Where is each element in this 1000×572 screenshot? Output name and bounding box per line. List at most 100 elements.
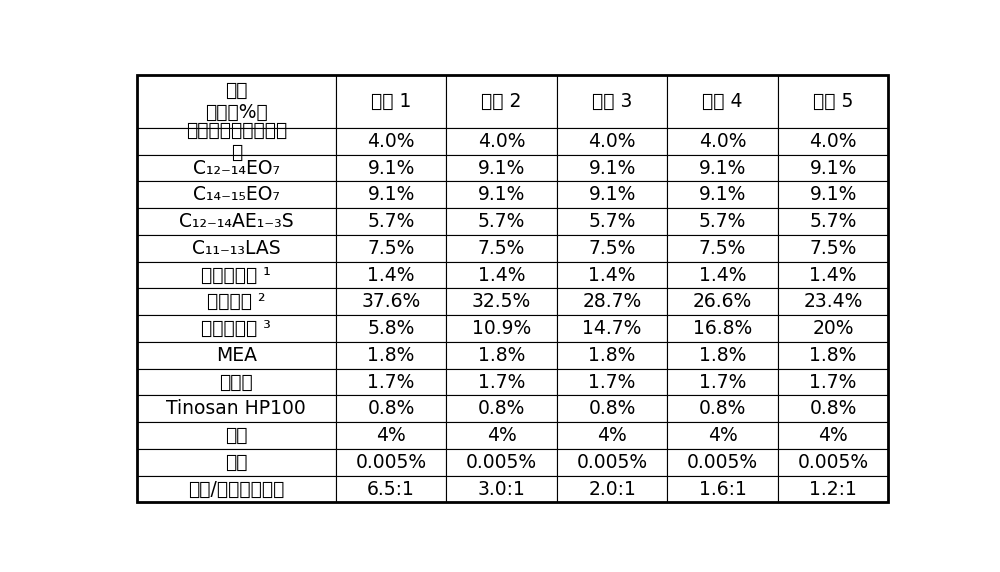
Bar <box>446 235 557 261</box>
Bar <box>137 208 336 235</box>
Text: 28.7%: 28.7% <box>582 292 642 311</box>
Text: 4%: 4% <box>376 426 406 445</box>
Text: 1.8%: 1.8% <box>478 346 525 365</box>
Bar <box>667 315 778 342</box>
Text: 1.7%: 1.7% <box>588 372 636 392</box>
Bar <box>557 342 667 369</box>
Text: 1.2:1: 1.2:1 <box>809 479 857 499</box>
Text: 4.0%: 4.0% <box>478 132 525 151</box>
Bar <box>778 235 888 261</box>
Bar <box>446 261 557 288</box>
Text: 0.005%: 0.005% <box>577 453 648 472</box>
Bar <box>336 315 446 342</box>
Bar <box>336 76 446 128</box>
Bar <box>446 208 557 235</box>
Bar <box>667 288 778 315</box>
Bar <box>446 128 557 154</box>
Text: 1.8%: 1.8% <box>699 346 746 365</box>
Text: 样品 1: 样品 1 <box>371 92 411 111</box>
Text: 9.1%: 9.1% <box>478 185 525 204</box>
Text: 样品 5: 样品 5 <box>813 92 853 111</box>
Bar <box>137 422 336 449</box>
Text: 0.005%: 0.005% <box>798 453 869 472</box>
Text: 4%: 4% <box>708 426 737 445</box>
Text: 14.7%: 14.7% <box>582 319 642 338</box>
Bar <box>667 128 778 154</box>
Bar <box>778 369 888 395</box>
Bar <box>446 76 557 128</box>
Bar <box>778 449 888 476</box>
Bar <box>778 208 888 235</box>
Text: C₁₂₋₁₄AE₁₋₃S: C₁₂₋₁₄AE₁₋₃S <box>179 212 294 231</box>
Text: 0.005%: 0.005% <box>356 453 427 472</box>
Bar <box>336 235 446 261</box>
Bar <box>667 449 778 476</box>
Bar <box>667 261 778 288</box>
Bar <box>446 181 557 208</box>
Bar <box>667 181 778 208</box>
Text: 9.1%: 9.1% <box>588 158 636 177</box>
Text: MEA: MEA <box>216 346 257 365</box>
Bar <box>137 128 336 154</box>
Text: 37.6%: 37.6% <box>361 292 421 311</box>
Bar <box>336 449 446 476</box>
Text: 9.1%: 9.1% <box>699 185 746 204</box>
Bar <box>137 315 336 342</box>
Bar <box>667 369 778 395</box>
Text: 0.8%: 0.8% <box>478 399 525 418</box>
Bar <box>778 128 888 154</box>
Text: 1.4%: 1.4% <box>809 265 857 284</box>
Bar <box>137 342 336 369</box>
Bar <box>778 315 888 342</box>
Text: Tinosan HP100: Tinosan HP100 <box>166 399 306 418</box>
Text: 多元醇溶剂 ³: 多元醇溶剂 ³ <box>201 319 271 338</box>
Text: 1.4%: 1.4% <box>478 265 525 284</box>
Bar <box>557 208 667 235</box>
Bar <box>137 369 336 395</box>
Bar <box>557 449 667 476</box>
Bar <box>557 76 667 128</box>
Text: 23.4%: 23.4% <box>803 292 863 311</box>
Bar <box>778 395 888 422</box>
Bar <box>336 476 446 502</box>
Bar <box>336 342 446 369</box>
Text: 26.6%: 26.6% <box>693 292 752 311</box>
Bar <box>137 76 336 128</box>
Text: 香料: 香料 <box>225 426 247 445</box>
Bar <box>778 76 888 128</box>
Bar <box>557 181 667 208</box>
Text: 4%: 4% <box>597 426 627 445</box>
Bar <box>446 449 557 476</box>
Bar <box>778 181 888 208</box>
Text: 9.1%: 9.1% <box>367 185 415 204</box>
Text: 5.8%: 5.8% <box>367 319 415 338</box>
Bar <box>336 154 446 181</box>
Text: 16.8%: 16.8% <box>693 319 752 338</box>
Bar <box>446 315 557 342</box>
Bar <box>667 154 778 181</box>
Text: 1.7%: 1.7% <box>367 372 415 392</box>
Text: 二醇/多元醇的比率: 二醇/多元醇的比率 <box>188 479 284 499</box>
Bar <box>778 422 888 449</box>
Text: 样品 2: 样品 2 <box>481 92 522 111</box>
Bar <box>557 261 667 288</box>
Bar <box>446 395 557 422</box>
Text: 9.1%: 9.1% <box>699 158 746 177</box>
Bar <box>667 235 778 261</box>
Bar <box>557 288 667 315</box>
Text: C₁₂₋₁₄EO₇: C₁₂₋₁₄EO₇ <box>193 158 280 177</box>
Bar <box>667 208 778 235</box>
Bar <box>778 261 888 288</box>
Text: C₁₄₋₁₅EO₇: C₁₄₋₁₅EO₇ <box>193 185 280 204</box>
Text: 1.4%: 1.4% <box>367 265 415 284</box>
Text: 5.7%: 5.7% <box>588 212 636 231</box>
Text: 32.5%: 32.5% <box>472 292 531 311</box>
Text: 十二烷基二甲基氧化
胺: 十二烷基二甲基氧化 胺 <box>186 121 287 162</box>
Bar <box>667 476 778 502</box>
Text: 9.1%: 9.1% <box>809 185 857 204</box>
Text: 1.8%: 1.8% <box>809 346 857 365</box>
Text: 1.7%: 1.7% <box>699 372 746 392</box>
Bar <box>778 288 888 315</box>
Bar <box>336 395 446 422</box>
Bar <box>137 395 336 422</box>
